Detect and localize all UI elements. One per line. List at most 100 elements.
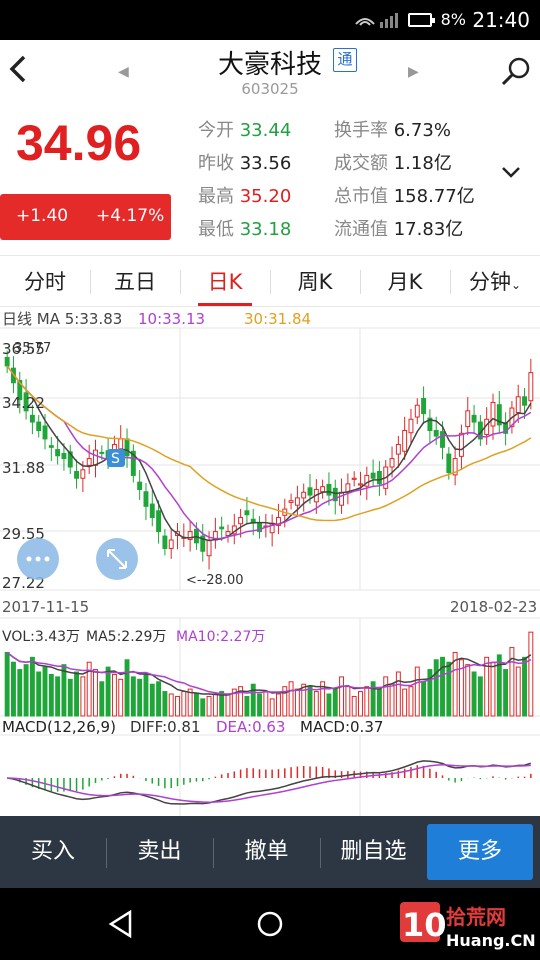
connect-badge[interactable]: 通 — [333, 48, 357, 72]
volume-bar — [301, 683, 307, 717]
more-options-icon[interactable] — [17, 538, 59, 580]
ma30-label: 30:31.84 — [244, 310, 311, 328]
ma5-line — [6, 365, 532, 542]
candle-body — [320, 486, 326, 493]
volume-bar — [61, 664, 67, 717]
volume-bar — [200, 698, 206, 717]
volume-bar — [206, 695, 212, 717]
volume-bar — [370, 681, 376, 717]
fullscreen-icon[interactable] — [96, 538, 138, 580]
volume-bar — [433, 659, 439, 717]
open-row: 今开 33.44 — [198, 120, 292, 141]
candle-body — [99, 451, 105, 454]
candle-body — [36, 421, 42, 431]
volume-bar — [257, 693, 262, 717]
candle-body — [162, 535, 168, 549]
candle-body — [301, 491, 307, 499]
candle-body — [332, 487, 338, 502]
volume-bar — [162, 691, 168, 717]
volume-bar — [250, 683, 256, 717]
candle-body — [200, 535, 206, 552]
volume-bar — [225, 693, 231, 717]
sell-signal-marker[interactable] — [107, 449, 125, 467]
tab-minute[interactable]: 分钟⌄ — [468, 270, 522, 294]
cancel-order-button[interactable]: 撤单 — [244, 839, 289, 864]
volume-bar — [503, 669, 509, 717]
volume-bar — [515, 666, 521, 717]
volume-bar — [156, 681, 162, 717]
macd-value-label: MACD:0.37 — [300, 718, 383, 736]
volume-bar — [484, 656, 490, 717]
volume-ma10-label: MA10:2.27万 — [176, 629, 265, 645]
candle-body — [528, 372, 534, 402]
dea-label: DEA:0.63 — [216, 718, 285, 736]
volume-bar — [471, 671, 477, 717]
buy-button[interactable]: 买入 — [30, 839, 75, 864]
next-stock-icon[interactable]: ▶ — [408, 64, 419, 80]
candle-body — [358, 483, 363, 486]
volume-bar — [175, 695, 180, 717]
tab-daily-k[interactable]: 日K — [207, 270, 243, 294]
tab-weekly-k[interactable]: 周K — [297, 270, 333, 294]
volume-bar — [29, 656, 35, 717]
nav-back-icon[interactable] — [108, 910, 134, 938]
candle-body — [395, 444, 401, 455]
stock-header: ◀ 大豪科技 通 603025 ▶ — [0, 40, 540, 102]
candle-body — [187, 531, 193, 540]
sell-button[interactable]: 卖出 — [137, 839, 182, 864]
candle-body — [17, 380, 23, 401]
signal-icon — [355, 13, 398, 28]
candle-body — [276, 517, 281, 526]
candle-body — [364, 474, 370, 487]
volume-bar — [383, 676, 389, 717]
volume-bar — [339, 676, 345, 717]
candle-body — [458, 432, 464, 457]
candle-body — [522, 396, 527, 406]
status-bar: 8% 21:40 — [0, 0, 540, 40]
volume-ma5-line — [6, 651, 532, 696]
nav-home-icon[interactable] — [256, 910, 284, 938]
prev-close-row: 昨收 33.56 — [198, 153, 292, 174]
android-nav-bar: 10 拾荒网 Huang.CN — [0, 888, 540, 960]
volume-bar — [17, 669, 23, 717]
candle-body — [74, 470, 80, 479]
candle-body — [206, 539, 212, 557]
volume-bar — [414, 666, 420, 717]
candle-body — [515, 396, 521, 414]
back-arrow-icon[interactable] — [6, 54, 32, 84]
kline-chart[interactable]: 日线 MA 5:33.83 10:33.13 30:31.84 36.55 35… — [0, 308, 540, 816]
candle-body — [326, 483, 332, 496]
more-button[interactable]: 更多 — [427, 824, 533, 880]
volume-bar — [351, 695, 357, 717]
volume-bar — [187, 688, 193, 717]
market-cap-row: 总市值 158.77亿 — [334, 186, 475, 207]
chevron-down-icon[interactable] — [498, 162, 524, 182]
candle-body — [490, 401, 496, 427]
volume-bar — [269, 698, 275, 717]
candle-body — [503, 422, 509, 434]
candle-body — [238, 517, 244, 525]
volume-bar — [124, 659, 130, 717]
candle-body — [465, 410, 471, 428]
volume-bar — [244, 695, 250, 717]
tab-five-day[interactable]: 五日 — [114, 270, 156, 294]
svg-text:10: 10 — [402, 906, 447, 944]
previous-stock-icon[interactable]: ◀ — [118, 64, 129, 80]
volume-bar — [376, 688, 382, 717]
tab-monthly-k[interactable]: 月K — [387, 270, 423, 294]
remove-watchlist-button[interactable]: 删自选 — [340, 839, 407, 864]
volume-bar — [55, 676, 61, 717]
volume-bar — [294, 688, 300, 717]
ma30-line — [6, 365, 532, 522]
volume-bar — [11, 661, 16, 717]
candle-body — [370, 472, 376, 479]
candle-body — [61, 453, 67, 460]
candle-body — [288, 500, 294, 503]
search-icon[interactable] — [500, 56, 532, 88]
last-price: 34.96 — [16, 115, 142, 171]
candle-body — [225, 531, 231, 537]
tab-intraday[interactable]: 分时 — [24, 270, 66, 294]
y-tick: 34.22 — [2, 394, 45, 412]
volume-bar — [440, 656, 445, 717]
candle-body — [351, 477, 357, 480]
